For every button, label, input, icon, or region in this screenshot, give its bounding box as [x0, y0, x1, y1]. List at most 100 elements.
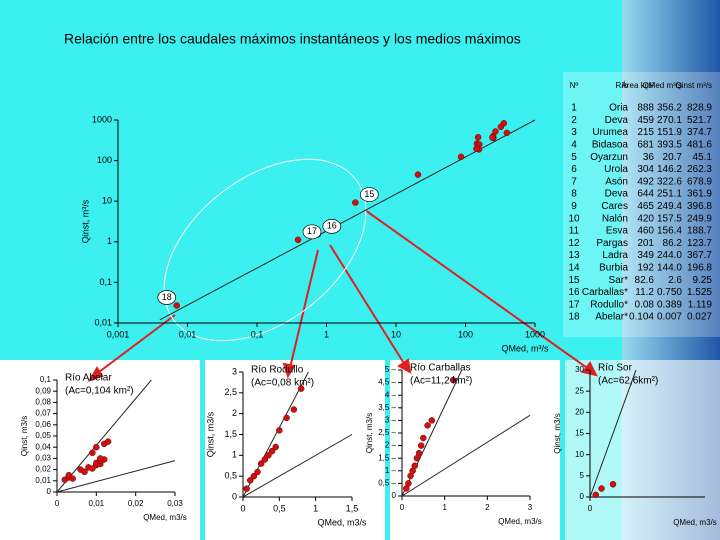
point [503, 129, 511, 137]
table-cell: 36 [643, 152, 655, 163]
table-cell: Sar* [609, 275, 629, 286]
trend-line [242, 434, 353, 498]
y-tick-label: 1,5 – [378, 453, 396, 462]
y-axis-label: Qinst, m3/s [20, 416, 29, 456]
y-tick-label: 0,5 [224, 471, 237, 481]
x-tick-label: 0 [588, 504, 593, 513]
point [497, 123, 505, 131]
table-cell: 7 [571, 176, 577, 187]
annotation-bubble [157, 290, 177, 305]
table-cell: 188.7 [687, 226, 712, 237]
chart-subtitle: (Ac=0,08 km²) [251, 378, 314, 389]
point [457, 153, 465, 161]
trend-line [56, 379, 152, 493]
chart-subtitle: (Ac=11,2 km²) [410, 376, 472, 387]
annotation-bubble [322, 219, 342, 234]
point [173, 302, 180, 309]
x-axis-label: QMed, m3/s [317, 517, 367, 527]
y-tick-label: 0,09 [35, 386, 51, 395]
x-tick-label: 1,5 [346, 503, 359, 513]
x-tick-label: 1 [324, 329, 329, 339]
table-cell: 9.25 [693, 275, 713, 286]
x-axis-label: QMed, m3/s [143, 513, 187, 522]
y-tick-label: 5 – [385, 365, 397, 374]
table-cell: 12 [568, 238, 580, 249]
table-cell: 0.007 [657, 312, 682, 323]
table-cell: 9 [571, 201, 577, 212]
x-tick-label: 0,5 [273, 503, 286, 513]
point [276, 427, 283, 434]
table-cell: 0.750 [657, 287, 682, 298]
table-cell: Pargas [596, 238, 628, 249]
y-tick-label: 20 [575, 407, 584, 416]
y-tick-label: 0,1 [40, 375, 52, 384]
y-tick-label: 0,5 – [378, 479, 396, 488]
y-axis-label: Qinst, m3/s [553, 413, 562, 453]
point [81, 468, 88, 476]
point [257, 460, 265, 467]
table-cell: 0.08 [635, 299, 655, 310]
table-cell: Asón [605, 176, 628, 187]
trend-line [589, 369, 637, 498]
point [272, 443, 279, 451]
chart-title: Río Carballas [410, 363, 471, 374]
table-cell: 251.1 [657, 189, 682, 200]
point [254, 468, 261, 476]
panel [565, 360, 720, 540]
y-tick-label: 0 [232, 491, 237, 501]
x-tick-label: 0 [240, 503, 245, 513]
point [473, 145, 480, 152]
y-axis-label: Qinst, m3/s [205, 411, 215, 457]
table-cell: 16 [568, 287, 580, 298]
point [294, 236, 302, 244]
table-cell: Rodullo* [590, 299, 628, 310]
y-tick-label: 0 [580, 492, 585, 501]
table-cell: 45.1 [693, 152, 713, 163]
table-cell: 4 [571, 140, 577, 151]
table-cell: Urumea [592, 127, 628, 138]
table-cell: 1 [571, 103, 577, 114]
table-cell: 356.2 [657, 103, 682, 114]
table-cell: 244.0 [657, 250, 682, 261]
x-tick-label: 0 [55, 499, 60, 508]
y-tick-label: 0,01 [35, 476, 51, 485]
y-tick-label: 4 – [385, 390, 397, 399]
table-cell: 14 [568, 263, 580, 274]
x-tick-label: 0,01 [179, 329, 197, 339]
table-cell: 322.6 [657, 176, 682, 187]
table-header: Río [616, 81, 629, 90]
point [352, 199, 359, 206]
y-tick-label: 3 [232, 366, 237, 376]
point [89, 449, 96, 457]
annotation-bubble [302, 224, 322, 240]
table-cell: 374.7 [687, 127, 712, 138]
table-cell: 10 [568, 213, 580, 224]
table-cell: 5 [571, 152, 577, 163]
y-tick-label: 0 [47, 487, 52, 496]
y-tick-label: 2,5 – [378, 428, 396, 437]
chart-title: Río Abelar [65, 373, 112, 384]
x-tick-label: 100 [458, 329, 473, 339]
table-cell: Deva [605, 115, 629, 126]
chart-title: Río Rodullo [251, 365, 304, 376]
annotation-bubble [359, 187, 379, 202]
y-axis-label: Qinst, m³/s [80, 199, 90, 243]
annotation: 17 [307, 226, 317, 236]
table-cell: Cares [601, 201, 628, 212]
x-tick-label: 1 [313, 503, 318, 513]
table-cell: Oria [609, 103, 628, 114]
table-cell: 13 [568, 250, 580, 261]
point [592, 491, 599, 499]
table-cell: 15 [568, 275, 580, 286]
y-tick-label: 100 [97, 155, 112, 165]
table-cell: 1.525 [687, 287, 712, 298]
x-tick-label: 0,03 [167, 499, 183, 508]
table-cell: Ladra [602, 250, 628, 261]
table-cell: 82.6 [635, 275, 655, 286]
table-cell: 459 [637, 115, 654, 126]
table-cell: Carballas* [582, 287, 628, 298]
table-cell: 201 [637, 238, 654, 249]
table-cell: Esva [606, 226, 629, 237]
table-cell: 123.7 [687, 238, 712, 249]
